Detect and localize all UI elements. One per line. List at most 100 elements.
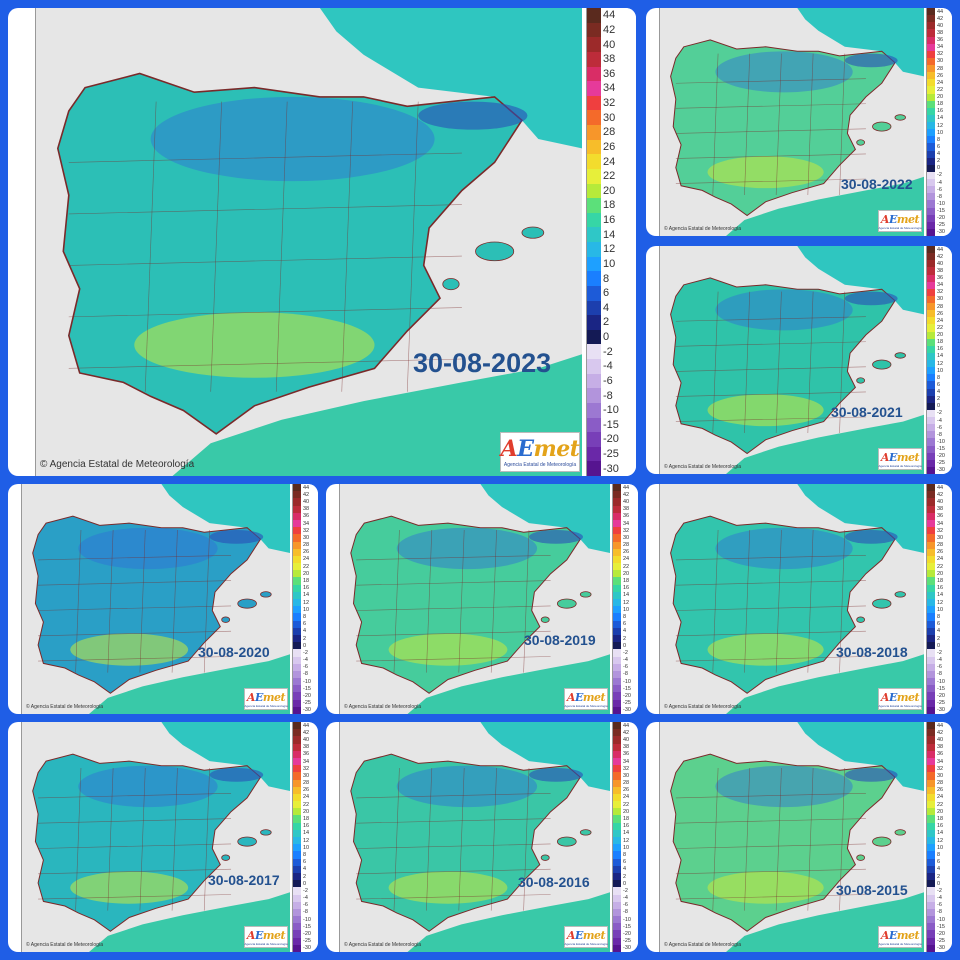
scale-tick-label: 16 bbox=[303, 823, 310, 830]
agency-credit: © Agencia Estatal de Meteorología bbox=[664, 464, 742, 470]
scale-swatch bbox=[927, 649, 935, 657]
scale-color-bar bbox=[293, 722, 301, 952]
scale-swatch bbox=[587, 22, 601, 38]
scale-swatch bbox=[613, 815, 621, 823]
scale-tick-label: 34 bbox=[623, 520, 630, 527]
scale-tick-label: -10 bbox=[303, 678, 311, 685]
map-panel: 30-08-2020 © Agencia Estatal de Meteorolo… bbox=[8, 484, 318, 714]
scale-tick-label: 2 bbox=[623, 635, 627, 642]
scale-swatch bbox=[927, 207, 935, 215]
africa-land bbox=[726, 654, 924, 714]
scale-tick-label: -4 bbox=[623, 895, 628, 902]
logo-letters: met bbox=[582, 690, 606, 704]
scale-tick-label: -10 bbox=[937, 200, 945, 207]
scale-swatch bbox=[927, 402, 935, 410]
scale-swatch bbox=[927, 484, 935, 492]
scale-swatch bbox=[587, 66, 601, 82]
scale-swatch bbox=[927, 424, 935, 432]
scale-swatch bbox=[293, 858, 301, 866]
scale-tick-label: 6 bbox=[303, 859, 307, 866]
temperature-map bbox=[22, 722, 290, 952]
scale-swatch bbox=[613, 829, 621, 837]
scale-swatch bbox=[587, 461, 601, 476]
scale-tick-label: 0 bbox=[603, 331, 610, 344]
scale-tick-label: 14 bbox=[937, 830, 944, 837]
scale-tick-label: 40 bbox=[623, 498, 630, 505]
scale-swatch bbox=[927, 765, 935, 773]
province-border bbox=[712, 291, 719, 433]
scale-tick-label: 30 bbox=[603, 111, 616, 124]
scale-swatch bbox=[587, 110, 601, 125]
province-border bbox=[675, 605, 866, 611]
scale-tick-label: 8 bbox=[937, 613, 941, 620]
province-border bbox=[144, 101, 157, 392]
scale-swatch bbox=[293, 937, 301, 945]
scale-swatch bbox=[613, 599, 621, 607]
scale-tick-label: -2 bbox=[937, 887, 942, 894]
scale-swatch bbox=[613, 663, 621, 671]
pyrenees-zone bbox=[529, 530, 583, 544]
scale-tick-label: 28 bbox=[623, 542, 630, 549]
south-warm-zone bbox=[388, 633, 508, 666]
scale-swatch bbox=[587, 198, 601, 213]
scale-labels: 44 42 40 38 36 34 32 30 28 26 24 22 20 18 16 14 12 10 8 6 4 2… bbox=[937, 8, 945, 236]
scale-tick-label: 12 bbox=[937, 122, 944, 129]
province-border bbox=[107, 529, 114, 673]
scale-tick-label: 28 bbox=[623, 780, 630, 787]
scale-swatch bbox=[927, 685, 935, 693]
scale-tick-label: -15 bbox=[937, 446, 945, 453]
scale-swatch bbox=[613, 822, 621, 830]
scale-swatch bbox=[613, 548, 621, 556]
scale-swatch bbox=[927, 793, 935, 802]
scale-tick-label: 20 bbox=[623, 570, 630, 577]
mallorca-island bbox=[556, 598, 577, 609]
scale-tick-label: -8 bbox=[623, 909, 628, 916]
scale-tick-label: 6 bbox=[603, 287, 610, 300]
scale-swatch bbox=[613, 865, 621, 873]
scale-tick-label: 32 bbox=[623, 527, 630, 534]
logo-wordmark: AEmet bbox=[501, 436, 580, 462]
logo-letters: E bbox=[888, 212, 897, 226]
scale-swatch bbox=[613, 584, 621, 592]
scale-swatch bbox=[613, 685, 621, 693]
scale-tick-label: 12 bbox=[937, 360, 944, 367]
scale-swatch bbox=[587, 373, 601, 389]
scale-swatch bbox=[587, 315, 601, 330]
province-border bbox=[356, 868, 551, 875]
scale-tick-label: 24 bbox=[937, 794, 944, 801]
scale-swatch bbox=[927, 331, 935, 339]
scale-swatch bbox=[293, 829, 301, 837]
scale-swatch bbox=[927, 395, 935, 403]
province-border bbox=[523, 529, 530, 673]
scale-tick-label: 12 bbox=[603, 243, 616, 256]
scale-swatch bbox=[293, 505, 301, 513]
scale-tick-label: 0 bbox=[937, 880, 941, 887]
scale-swatch bbox=[927, 221, 935, 229]
province-border bbox=[675, 555, 866, 561]
scale-swatch bbox=[293, 887, 301, 895]
scale-tick-label: 8 bbox=[623, 851, 627, 858]
province-border bbox=[839, 53, 846, 195]
logo-letters: A bbox=[566, 690, 576, 704]
logo-letters: A bbox=[246, 690, 256, 704]
scale-swatch bbox=[613, 736, 621, 744]
province-border bbox=[744, 529, 751, 673]
africa-land bbox=[407, 892, 610, 952]
scale-tick-label: 32 bbox=[937, 765, 944, 772]
scale-tick-label: 26 bbox=[937, 549, 944, 556]
scale-swatch bbox=[293, 801, 301, 809]
scale-color-bar bbox=[927, 246, 935, 474]
temperature-scale: 44 42 40 38 36 34 32 30 28 26 24 22 20 18 16 14 12 10 8 6 4 2… bbox=[926, 246, 952, 474]
scale-swatch bbox=[613, 541, 621, 549]
logo-letters: met bbox=[533, 436, 580, 462]
scale-swatch bbox=[927, 114, 935, 122]
scale-tick-label: 26 bbox=[937, 72, 944, 79]
scale-tick-label: 10 bbox=[623, 606, 630, 613]
scale-tick-label: 30 bbox=[623, 534, 630, 541]
scale-tick-label: 42 bbox=[937, 253, 944, 260]
scale-swatch bbox=[927, 310, 935, 318]
scale-tick-label: 32 bbox=[303, 527, 310, 534]
scale-swatch bbox=[927, 29, 935, 37]
scale-swatch bbox=[293, 837, 301, 845]
scale-swatch bbox=[587, 8, 601, 23]
